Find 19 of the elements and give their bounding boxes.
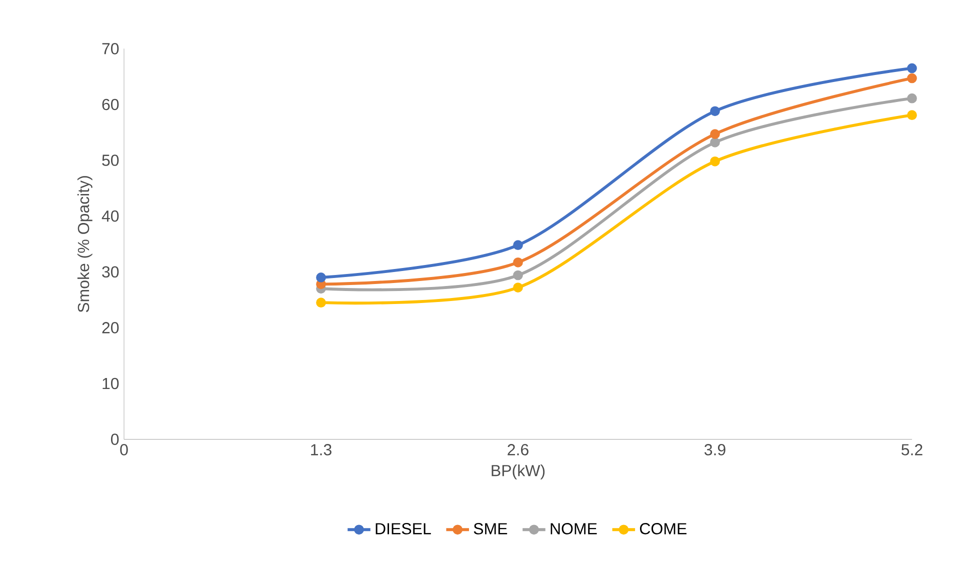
x-tick-label: 3.9 (704, 444, 726, 456)
x-tick-label: 5.2 (902, 444, 922, 456)
y-tick-label: 10 (102, 378, 119, 390)
legend-label: NOME (550, 523, 597, 534)
y-tick-label: 20 (102, 322, 119, 334)
y-axis-title: Smoke (% Opacity) (77, 176, 92, 312)
y-tick-label: 50 (102, 154, 119, 166)
legend-label: DIESEL (376, 523, 431, 534)
y-tick-label: 60 (102, 98, 119, 110)
y-tick-label: 70 (102, 43, 119, 54)
x-tick-label: 2.6 (508, 444, 528, 456)
y-tick-label: 0 (111, 434, 119, 445)
x-tick-label: 1.3 (311, 444, 332, 456)
legend-label: COME (640, 523, 686, 534)
legend-label: SME (474, 523, 508, 534)
x-axis-title: BP(kW) (492, 464, 545, 480)
x-tick-label: 0 (120, 444, 128, 456)
y-tick-label: 40 (102, 210, 119, 222)
y-tick-label: 30 (102, 266, 119, 278)
